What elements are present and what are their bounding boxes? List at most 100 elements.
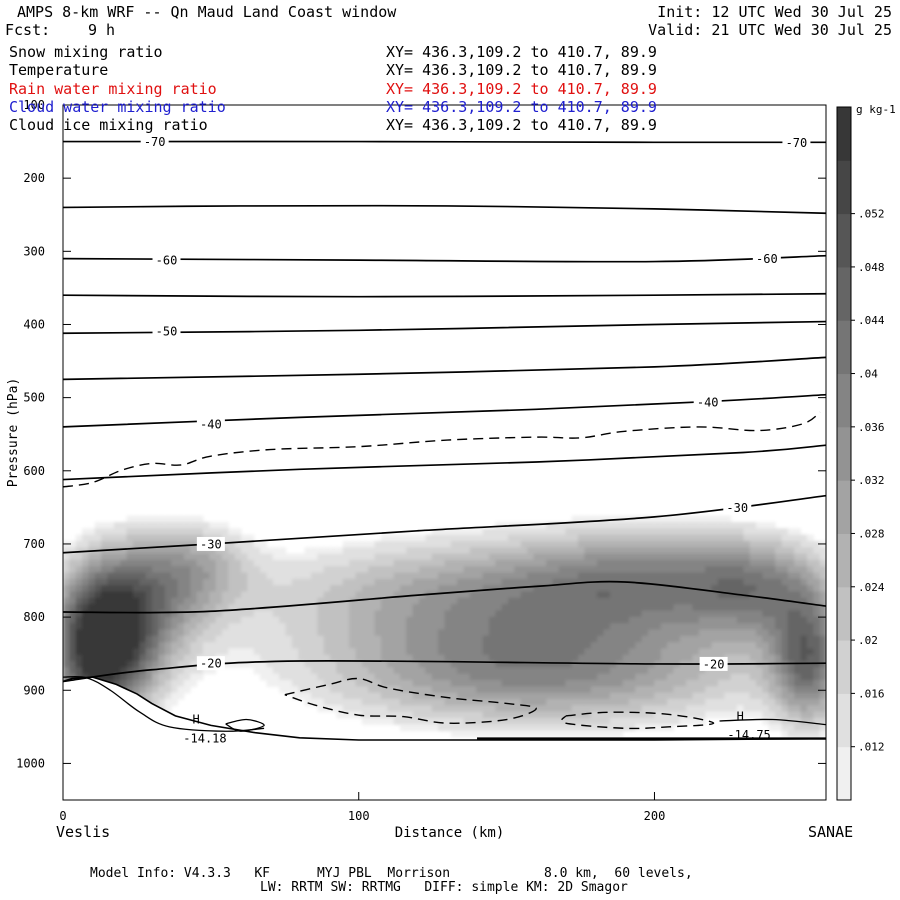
shade-cell bbox=[514, 654, 522, 662]
shade-cell bbox=[775, 686, 783, 694]
shade-cell bbox=[310, 679, 318, 687]
shade-cell bbox=[412, 572, 420, 580]
shade-cell bbox=[317, 673, 325, 681]
isotherm-line bbox=[63, 204, 826, 215]
shade-cell bbox=[819, 648, 826, 656]
shade-cell bbox=[234, 553, 242, 561]
shade-cell bbox=[304, 623, 312, 631]
shade-cell bbox=[616, 705, 624, 713]
shade-cell bbox=[571, 717, 579, 725]
shade-cell bbox=[152, 642, 159, 649]
shade-cell bbox=[374, 585, 382, 593]
shade-cell bbox=[800, 534, 808, 542]
shade-cell bbox=[800, 730, 808, 738]
shade-cell bbox=[272, 597, 280, 605]
shade-cell bbox=[412, 534, 420, 542]
shade-cell bbox=[736, 616, 744, 624]
shade-cell bbox=[196, 585, 204, 593]
shade-cell bbox=[698, 711, 706, 719]
shade-cell bbox=[368, 686, 376, 694]
shade-cell bbox=[654, 629, 662, 637]
shade-cell bbox=[597, 623, 605, 631]
shade-cell bbox=[692, 528, 700, 536]
shade-cell bbox=[578, 604, 585, 612]
shade-cell bbox=[323, 547, 331, 555]
shade-cell bbox=[698, 642, 706, 649]
shade-cell bbox=[711, 679, 719, 687]
shade-cell bbox=[660, 540, 668, 548]
shade-cell bbox=[558, 528, 566, 536]
shade-cell bbox=[266, 597, 274, 605]
shade-cell bbox=[298, 610, 306, 618]
shade-cell bbox=[571, 572, 579, 580]
shade-cell bbox=[698, 515, 706, 523]
shade-cell bbox=[183, 585, 191, 593]
shade-cell bbox=[584, 692, 592, 700]
shade-cell bbox=[667, 591, 674, 599]
shade-cell bbox=[355, 661, 363, 668]
shade-cell bbox=[444, 635, 452, 643]
shade-cell bbox=[234, 629, 242, 637]
shade-cell bbox=[597, 572, 605, 580]
shade-cell bbox=[221, 648, 229, 656]
shade-cell bbox=[501, 692, 509, 700]
shade-cell bbox=[571, 534, 579, 542]
shade-cell bbox=[533, 698, 541, 706]
shade-cell bbox=[63, 661, 70, 668]
shade-cell bbox=[698, 673, 706, 681]
shade-cell bbox=[654, 616, 662, 624]
shade-cell bbox=[775, 610, 783, 618]
shade-cell bbox=[609, 654, 617, 662]
shade-cell bbox=[177, 623, 185, 631]
extremum-label: H bbox=[192, 713, 199, 727]
shade-cell bbox=[749, 553, 757, 561]
shade-cell bbox=[361, 679, 369, 687]
shade-cell bbox=[609, 623, 617, 631]
shade-cell bbox=[578, 654, 585, 662]
shade-cell bbox=[730, 616, 738, 624]
shade-cell bbox=[482, 597, 490, 605]
shade-cell bbox=[450, 559, 458, 567]
shade-cell bbox=[304, 616, 312, 624]
shade-cell bbox=[571, 629, 579, 637]
shade-cell bbox=[667, 534, 674, 542]
shade-cell bbox=[482, 578, 490, 586]
shade-cell bbox=[736, 623, 744, 631]
shade-cell bbox=[527, 635, 535, 643]
shade-cell bbox=[667, 604, 674, 612]
shade-cell bbox=[546, 711, 554, 719]
shade-cell bbox=[571, 730, 579, 738]
shade-cell bbox=[641, 616, 649, 624]
shade-cell bbox=[775, 559, 783, 567]
shade-cell bbox=[654, 673, 662, 681]
shade-cell bbox=[622, 698, 630, 706]
shade-cell bbox=[336, 553, 344, 561]
shade-cell bbox=[101, 528, 109, 536]
shade-cell bbox=[272, 572, 280, 580]
shade-cell bbox=[616, 686, 624, 694]
shade-cell bbox=[552, 711, 560, 719]
shade-cell bbox=[304, 597, 312, 605]
shade-cell bbox=[69, 566, 77, 574]
shade-cell bbox=[419, 686, 427, 694]
shade-cell bbox=[196, 635, 204, 643]
shade-cell bbox=[794, 597, 802, 605]
shade-cell bbox=[641, 667, 649, 675]
shade-cell bbox=[749, 623, 757, 631]
shade-cell bbox=[622, 724, 630, 732]
shade-cell bbox=[705, 547, 713, 555]
shade-cell bbox=[101, 572, 109, 580]
shade-cell bbox=[628, 635, 636, 643]
shade-cell bbox=[63, 623, 70, 631]
shade-cell bbox=[393, 623, 401, 631]
shade-cell bbox=[152, 629, 159, 637]
shade-cell bbox=[285, 591, 293, 599]
shade-cell bbox=[527, 559, 535, 567]
shade-cell bbox=[806, 661, 814, 668]
shade-cell bbox=[438, 711, 446, 719]
shade-cell bbox=[177, 667, 185, 675]
shade-cell bbox=[285, 648, 293, 656]
shade-cell bbox=[164, 547, 172, 555]
shade-cell bbox=[749, 679, 757, 687]
shade-cell bbox=[107, 572, 115, 580]
